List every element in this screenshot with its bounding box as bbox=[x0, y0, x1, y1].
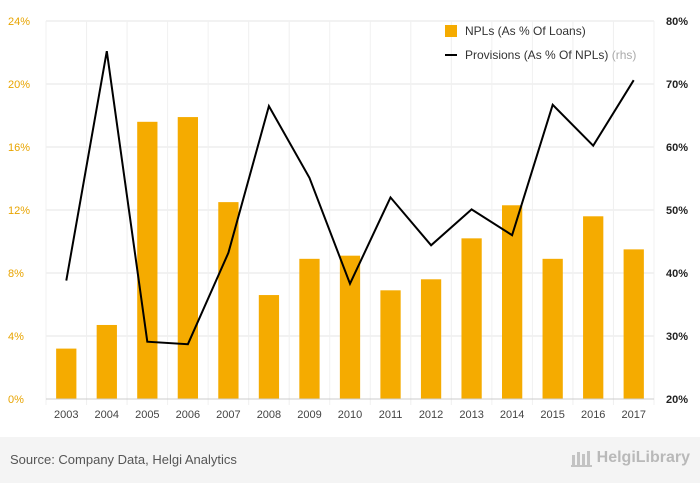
y-right-tick-label: 20% bbox=[666, 394, 688, 406]
npl-bar bbox=[137, 121, 158, 400]
x-tick-label: 2010 bbox=[338, 409, 362, 421]
x-tick-label: 2003 bbox=[54, 409, 78, 421]
npl-bar bbox=[461, 238, 482, 399]
y-left-tick-label: 12% bbox=[8, 205, 30, 217]
x-tick-label: 2015 bbox=[540, 409, 564, 421]
x-tick-label: 2012 bbox=[419, 409, 443, 421]
npl-bar bbox=[177, 117, 198, 399]
y-right-tick-label: 30% bbox=[666, 331, 688, 343]
y-left-tick-label: 4% bbox=[8, 331, 24, 343]
y-right-tick-label: 70% bbox=[666, 79, 688, 91]
y-left-tick-label: 8% bbox=[8, 268, 24, 280]
combo-chart: 0% 4% 8% 12% 16% 20% 24% 20% 30% 40% 50% 60% 70% 80% 2… bbox=[8, 16, 688, 421]
x-tick-label: 2009 bbox=[297, 409, 321, 421]
npl-bar bbox=[299, 258, 320, 399]
npl-bar bbox=[623, 249, 644, 399]
x-tick-label: 2011 bbox=[379, 409, 403, 421]
npl-bar bbox=[502, 205, 523, 399]
x-tick-label: 2016 bbox=[581, 409, 605, 421]
provisions-line bbox=[65, 51, 635, 346]
y-right-tick-label: 80% bbox=[666, 16, 688, 28]
brand-name: HelgiLibrary bbox=[596, 449, 690, 466]
legend-label-npls: NPLs (As % Of Loans) bbox=[465, 24, 586, 38]
y-left-tick-label: 0% bbox=[8, 394, 24, 406]
source-note: Source: Company Data, Helgi Analytics bbox=[10, 452, 237, 467]
x-tick-label: 2013 bbox=[459, 409, 483, 421]
legend-label-provisions: Provisions (As % Of NPLs) (rhs) bbox=[465, 48, 636, 62]
x-tick-label: 2008 bbox=[257, 409, 281, 421]
npl-bar bbox=[339, 255, 361, 399]
npl-bar bbox=[56, 348, 77, 399]
y-left-tick-label: 24% bbox=[8, 16, 30, 28]
brand-logo: HelgiLibrary bbox=[570, 449, 690, 467]
npl-bar bbox=[542, 258, 563, 399]
library-icon bbox=[570, 451, 592, 467]
footer: Source: Company Data, Helgi Analytics He… bbox=[0, 437, 700, 483]
y-left-tick-label: 20% bbox=[8, 79, 30, 91]
npl-bar bbox=[380, 290, 401, 399]
npl-bar bbox=[583, 216, 604, 399]
legend-rhs-note: (rhs) bbox=[612, 48, 637, 62]
y-right-tick-label: 50% bbox=[666, 205, 688, 217]
y-right-tick-label: 60% bbox=[666, 142, 688, 154]
npl-bar bbox=[420, 279, 442, 399]
x-tick-label: 2005 bbox=[135, 409, 159, 421]
legend-swatch-npls bbox=[445, 25, 457, 37]
y-right-tick-label: 40% bbox=[666, 268, 688, 280]
npl-bar bbox=[258, 295, 280, 399]
y-left-tick-label: 16% bbox=[8, 142, 30, 154]
x-tick-label: 2017 bbox=[621, 409, 645, 421]
x-tick-label: 2014 bbox=[500, 409, 524, 421]
npl-bar bbox=[218, 202, 239, 399]
x-tick-label: 2006 bbox=[176, 409, 200, 421]
x-tick-label: 2007 bbox=[216, 409, 240, 421]
npl-bar bbox=[96, 324, 117, 399]
x-tick-label: 2004 bbox=[95, 409, 119, 421]
